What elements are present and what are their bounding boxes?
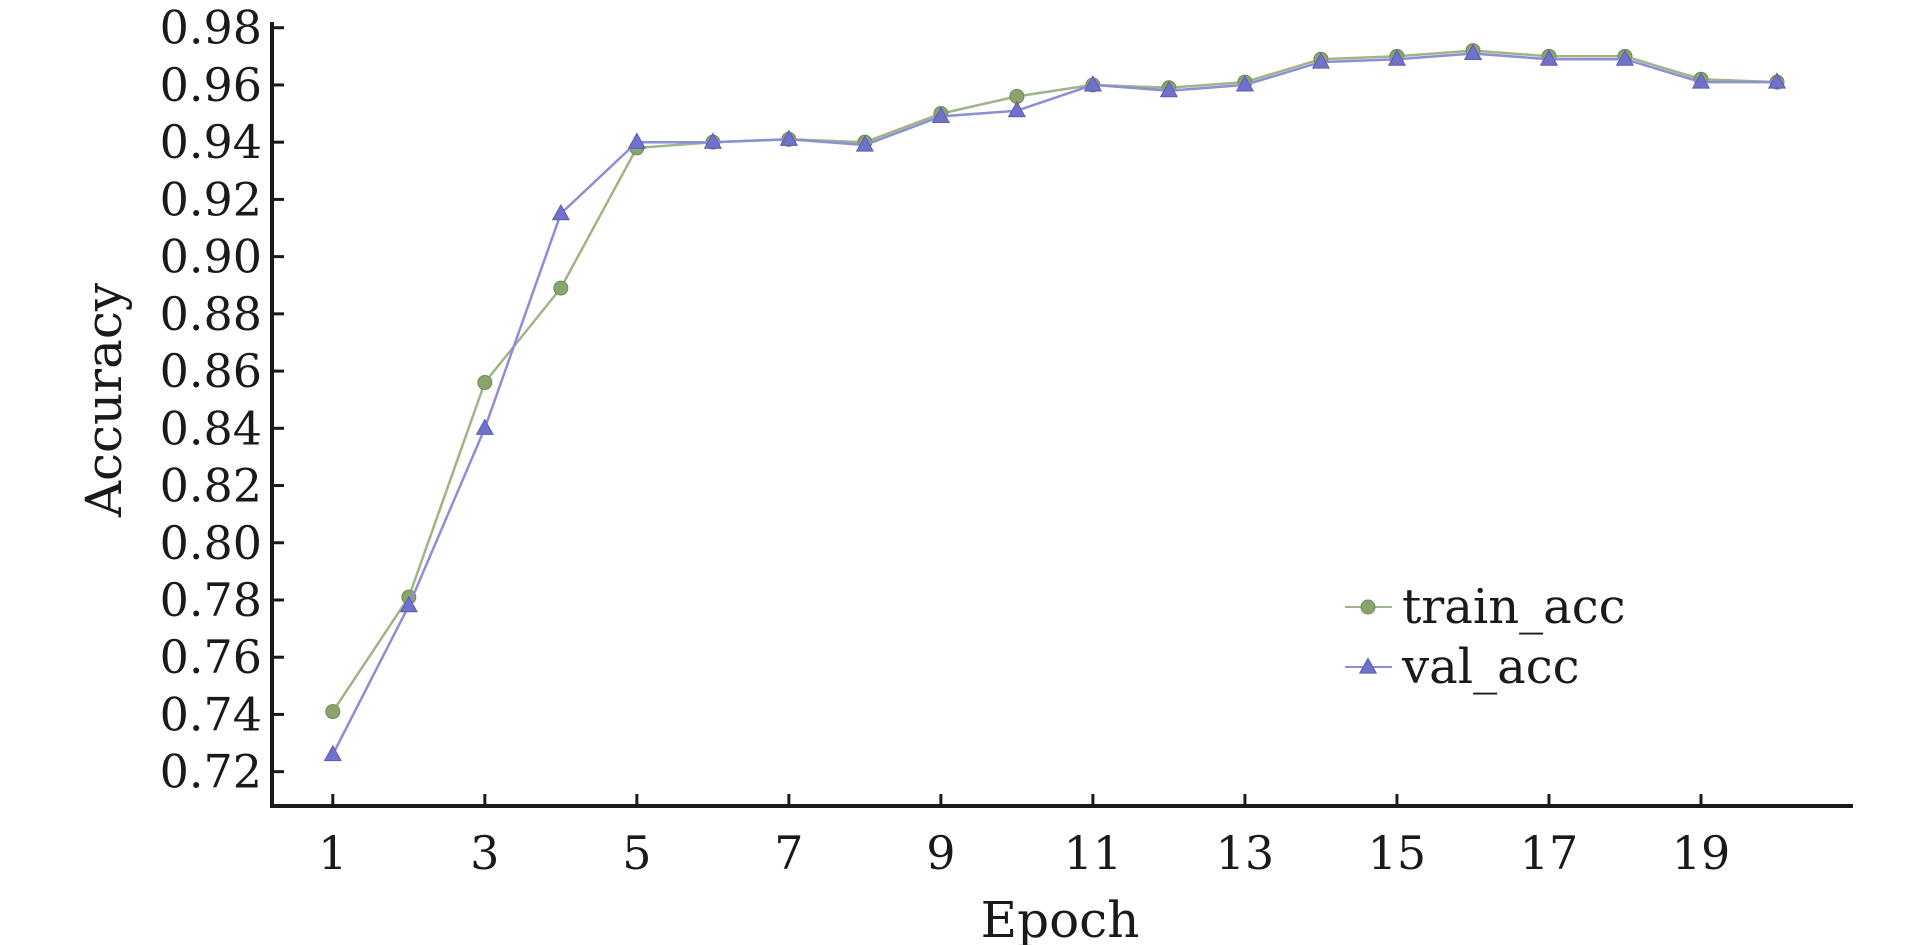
data-point-val-acc — [1235, 75, 1255, 92]
y-tick-label: 0.72 — [160, 745, 262, 799]
x-axis-title: Epoch — [981, 891, 1140, 945]
x-axis-ticks: 1 3 5 7 9 11 13 15 17 19 — [318, 794, 1730, 880]
legend-label-train-acc: train_acc — [1402, 579, 1626, 635]
data-point-val-acc — [627, 132, 646, 149]
data-point-val-acc — [1463, 43, 1483, 61]
y-tick-label: 0.80 — [160, 516, 262, 570]
series-layer — [323, 43, 1787, 762]
data-point-train-acc — [477, 375, 493, 391]
data-point-val-acc — [323, 744, 342, 762]
y-tick-label: 0.90 — [160, 230, 262, 284]
legend-marker-triangle — [1358, 657, 1378, 674]
x-tick-label: 11 — [1064, 826, 1123, 880]
data-point-val-acc — [779, 129, 798, 146]
data-point-val-acc — [703, 132, 722, 149]
y-tick-label: 0.94 — [160, 115, 262, 169]
data-point-val-acc — [551, 203, 570, 221]
data-point-train-acc — [553, 280, 569, 296]
data-point-train-acc — [325, 704, 341, 720]
data-point-val-acc — [1539, 49, 1559, 66]
data-point-val-acc — [1083, 75, 1103, 92]
data-point-val-acc — [399, 595, 418, 613]
data-point-val-acc — [1159, 80, 1179, 98]
x-tick-label: 13 — [1216, 826, 1275, 880]
y-tick-label: 0.96 — [160, 58, 262, 112]
data-point-val-acc — [931, 106, 950, 123]
legend-marker-circle — [1360, 599, 1376, 615]
data-point-val-acc — [1387, 49, 1407, 66]
data-point-val-acc — [1691, 72, 1711, 89]
axes — [270, 22, 1853, 808]
data-point-val-acc — [1311, 52, 1331, 69]
y-tick-label: 0.78 — [160, 573, 262, 627]
x-tick-label: 15 — [1368, 826, 1427, 880]
y-tick-label: 0.76 — [160, 630, 262, 684]
x-tick-label: 9 — [926, 826, 955, 880]
series-line-val-acc — [331, 52, 1777, 756]
y-tick-label: 0.88 — [160, 287, 262, 341]
data-point-val-acc — [1615, 49, 1635, 66]
y-tick-label: 0.82 — [160, 459, 262, 513]
x-tick-label: 5 — [622, 826, 651, 880]
legend: train_acc val_acc — [1345, 579, 1626, 695]
y-axis-title: Accuracy — [75, 282, 133, 518]
legend-item-val-acc: val_acc — [1345, 639, 1579, 695]
data-point-val-acc — [475, 418, 494, 435]
y-tick-label: 0.86 — [160, 344, 262, 398]
x-tick-label: 17 — [1520, 826, 1579, 880]
y-tick-label: 0.92 — [160, 172, 262, 226]
legend-item-train-acc: train_acc — [1345, 579, 1626, 635]
data-point-val-acc — [855, 135, 874, 152]
y-tick-label: 0.74 — [160, 687, 262, 741]
y-tick-label: 0.98 — [160, 1, 262, 55]
x-tick-label: 3 — [470, 826, 499, 880]
series-line-train-acc — [331, 49, 1778, 713]
x-tick-label: 1 — [318, 826, 347, 880]
x-tick-label: 19 — [1672, 826, 1731, 880]
y-axis-ticks: 0.720.740.760.780.800.820.840.860.880.90… — [160, 1, 284, 799]
legend-label-val-acc: val_acc — [1401, 639, 1579, 695]
y-tick-label: 0.84 — [160, 401, 262, 455]
data-point-val-acc — [1007, 100, 1026, 118]
data-point-val-acc — [1767, 72, 1787, 89]
x-tick-label: 7 — [774, 826, 803, 880]
